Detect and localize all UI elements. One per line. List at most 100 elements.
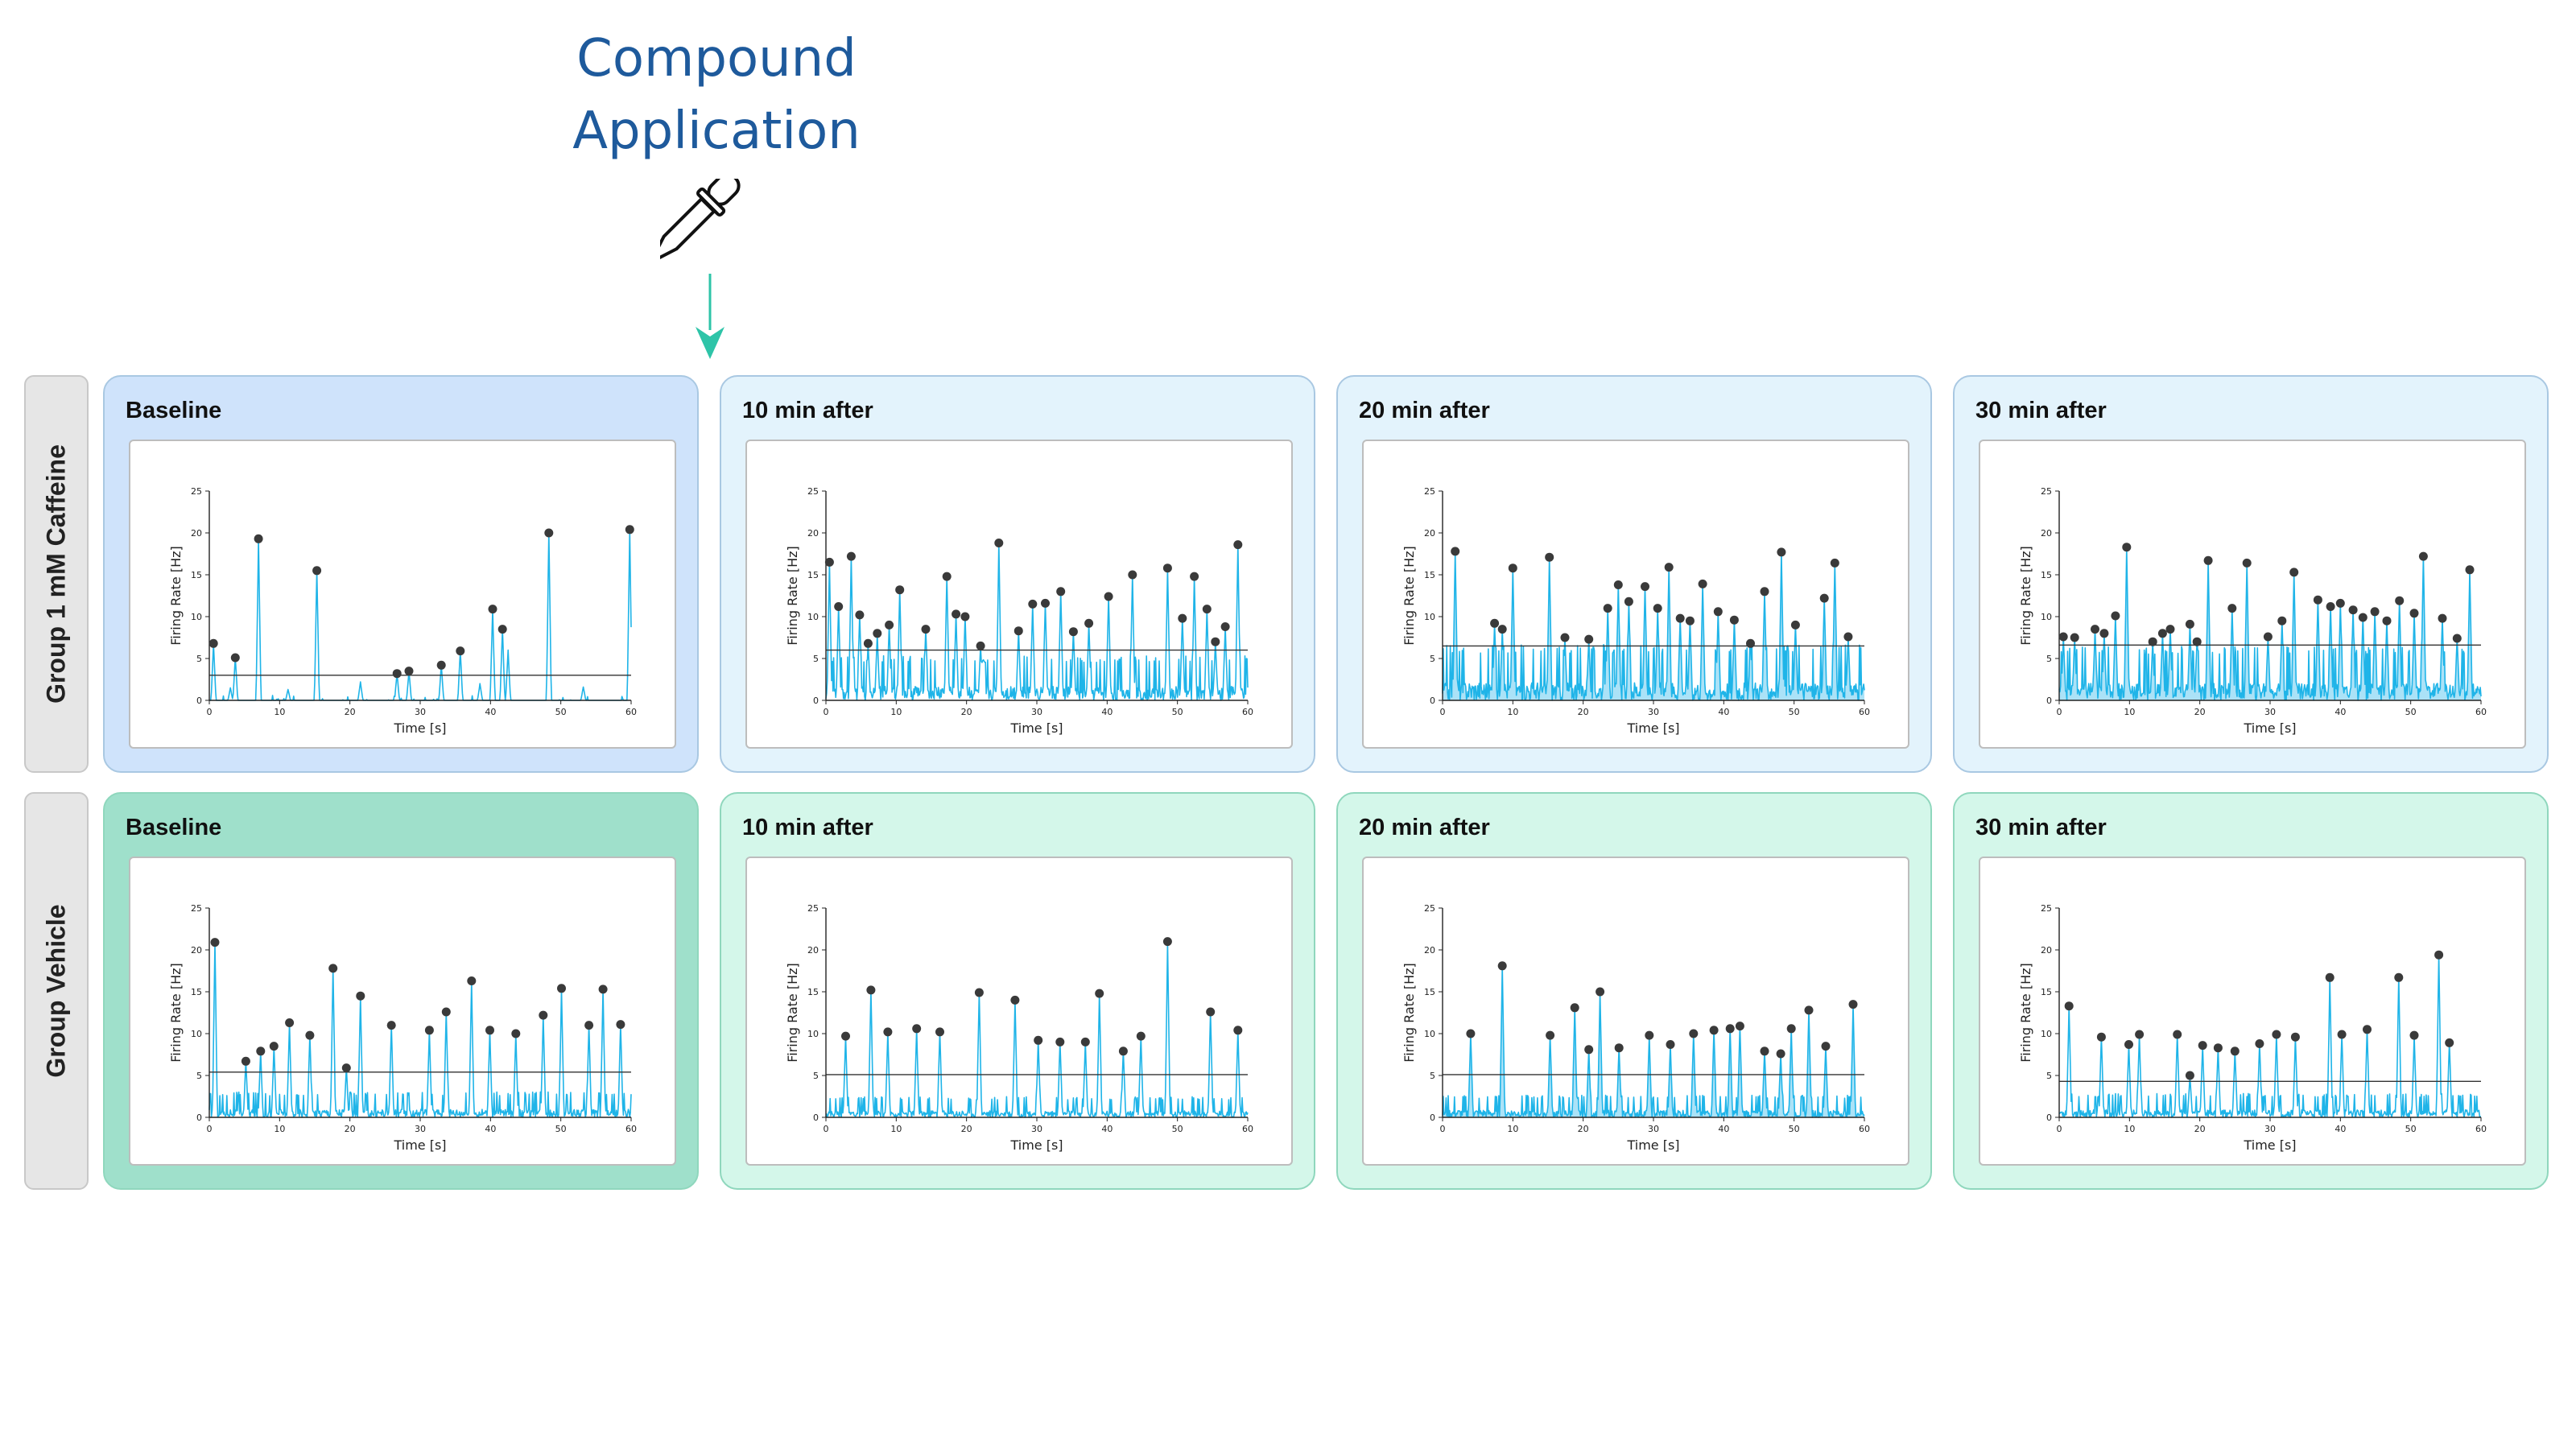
peak-marker <box>544 528 554 538</box>
peak-marker <box>952 609 961 619</box>
peak-marker <box>511 1029 521 1038</box>
peak-marker <box>895 585 905 595</box>
x-axis-label: Time [s] <box>1626 1137 1679 1153</box>
peak-marker <box>1584 1045 1594 1055</box>
peak-marker <box>1056 587 1066 597</box>
x-tick-label: 60 <box>1859 707 1870 717</box>
peak-marker <box>1497 625 1507 634</box>
x-tick-label: 50 <box>1789 707 1800 717</box>
y-tick-label: 0 <box>2046 696 2052 706</box>
plot-box: 0 10 20 30 40 50 60 0 5 10 15 20 25 Time [s] Firing Ra… <box>745 440 1293 749</box>
x-tick-label: 0 <box>824 1124 829 1134</box>
y-tick-label: 15 <box>1424 987 1435 997</box>
peak-marker <box>2255 1039 2264 1048</box>
peak-marker <box>2348 605 2358 615</box>
chart-vehicle-30min: 0 10 20 30 40 50 60 0 5 10 15 20 25 Time [s] Firing Ra… <box>2018 903 2487 1153</box>
y-tick-label: 0 <box>1430 696 1435 706</box>
y-axis-label: Firing Rate [Hz] <box>168 963 184 1063</box>
y-tick-label: 25 <box>1424 486 1435 497</box>
peak-marker <box>2070 633 2079 642</box>
panel-caffeine-20min: 20 min after 0 10 20 30 40 50 60 0 5 10 15 20 25 Time … <box>1336 375 1932 773</box>
peak-marker <box>1206 1007 1216 1017</box>
peak-marker <box>960 612 970 621</box>
y-tick-label: 10 <box>2041 612 2052 622</box>
peak-marker <box>269 1042 279 1051</box>
peak-marker <box>2058 632 2068 642</box>
x-tick-label: 50 <box>555 1124 567 1134</box>
x-tick-label: 50 <box>1789 1124 1800 1134</box>
peak-marker <box>942 572 952 581</box>
y-axis-label: Firing Rate [Hz] <box>785 963 800 1063</box>
peak-marker <box>2227 604 2237 613</box>
x-tick-label: 10 <box>2124 707 2135 717</box>
peak-marker <box>1596 987 1605 997</box>
peak-marker <box>2438 613 2447 623</box>
y-tick-label: 20 <box>1424 945 1435 956</box>
peak-marker <box>2157 629 2167 638</box>
trace-area <box>1443 965 1864 1117</box>
x-tick-label: 60 <box>625 1124 637 1134</box>
peak-marker <box>2091 625 2099 634</box>
y-tick-label: 0 <box>196 696 202 706</box>
plot-box: 0 10 20 30 40 50 60 0 5 10 15 20 25 Time [s] Firing Ra… <box>129 857 676 1166</box>
x-tick-label: 10 <box>2124 1124 2135 1134</box>
x-tick-label: 60 <box>2475 1124 2487 1134</box>
peak-marker <box>328 964 338 973</box>
y-tick-label: 15 <box>2041 570 2052 580</box>
peak-marker <box>1545 552 1554 562</box>
y-axis-label: Firing Rate [Hz] <box>1402 546 1417 646</box>
peak-marker <box>2382 616 2392 625</box>
peak-marker <box>1128 570 1137 580</box>
peak-marker <box>1211 637 1220 646</box>
x-axis-label: Time [s] <box>1009 720 1063 736</box>
y-tick-label: 15 <box>807 570 819 580</box>
group-label-vehicle-text: Group Vehicle <box>41 904 71 1078</box>
peak-marker <box>863 638 873 648</box>
peak-marker <box>1698 579 1707 588</box>
plot-box: 0 10 20 30 40 50 60 0 5 10 15 20 25 Time [s] Firing Ra… <box>129 440 676 749</box>
x-tick-label: 0 <box>1440 707 1446 717</box>
panel-vehicle-20min: 20 min after 0 10 20 30 40 50 60 0 5 10 15 20 25 Time … <box>1336 792 1932 1190</box>
x-tick-label: 40 <box>1718 1124 1729 1134</box>
peak-marker <box>305 1030 315 1040</box>
chart-vehicle-10min: 0 10 20 30 40 50 60 0 5 10 15 20 25 Time [s] Firing Ra… <box>785 903 1253 1153</box>
peak-marker <box>2173 1030 2182 1039</box>
peak-marker <box>1746 638 1755 648</box>
peak-marker <box>1790 620 1800 630</box>
y-tick-label: 0 <box>1430 1113 1435 1123</box>
group-label-vehicle: Group Vehicle <box>24 792 89 1190</box>
y-tick-label: 25 <box>1424 903 1435 914</box>
peak-marker <box>1497 961 1507 971</box>
peak-marker <box>1508 564 1517 573</box>
trace-area <box>2059 547 2481 700</box>
y-tick-label: 20 <box>191 528 202 539</box>
peak-marker <box>1013 626 1023 636</box>
peak-marker <box>1786 1024 1796 1034</box>
peak-marker <box>1202 605 1212 614</box>
y-tick-label: 20 <box>2041 945 2052 956</box>
peak-marker <box>2445 1038 2454 1047</box>
x-tick-label: 60 <box>1242 707 1253 717</box>
y-axis-label: Firing Rate [Hz] <box>168 546 184 646</box>
peak-marker <box>1041 598 1050 608</box>
x-tick-label: 20 <box>2194 1124 2206 1134</box>
x-tick-label: 40 <box>2334 1124 2346 1134</box>
peak-marker <box>1190 572 1199 581</box>
peak-marker <box>424 1026 434 1035</box>
y-axis-label: Firing Rate [Hz] <box>785 546 800 646</box>
peak-marker <box>2242 558 2252 568</box>
peak-marker <box>208 638 218 648</box>
firing-rate-trace <box>1442 551 1865 701</box>
peak-marker <box>2313 595 2322 605</box>
y-tick-label: 15 <box>191 987 202 997</box>
peak-marker <box>616 1020 625 1030</box>
peak-marker <box>488 605 497 614</box>
peak-marker <box>1776 1049 1785 1059</box>
y-tick-label: 15 <box>191 570 202 580</box>
y-tick-label: 20 <box>191 945 202 956</box>
peak-marker <box>1666 1040 1675 1049</box>
peak-marker <box>1821 1042 1831 1051</box>
peak-marker <box>2395 596 2405 605</box>
peak-marker <box>1645 1030 1654 1040</box>
x-tick-label: 30 <box>415 707 426 717</box>
